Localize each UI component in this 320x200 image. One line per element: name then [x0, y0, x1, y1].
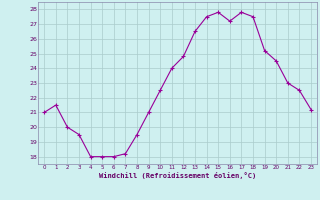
- X-axis label: Windchill (Refroidissement éolien,°C): Windchill (Refroidissement éolien,°C): [99, 172, 256, 179]
